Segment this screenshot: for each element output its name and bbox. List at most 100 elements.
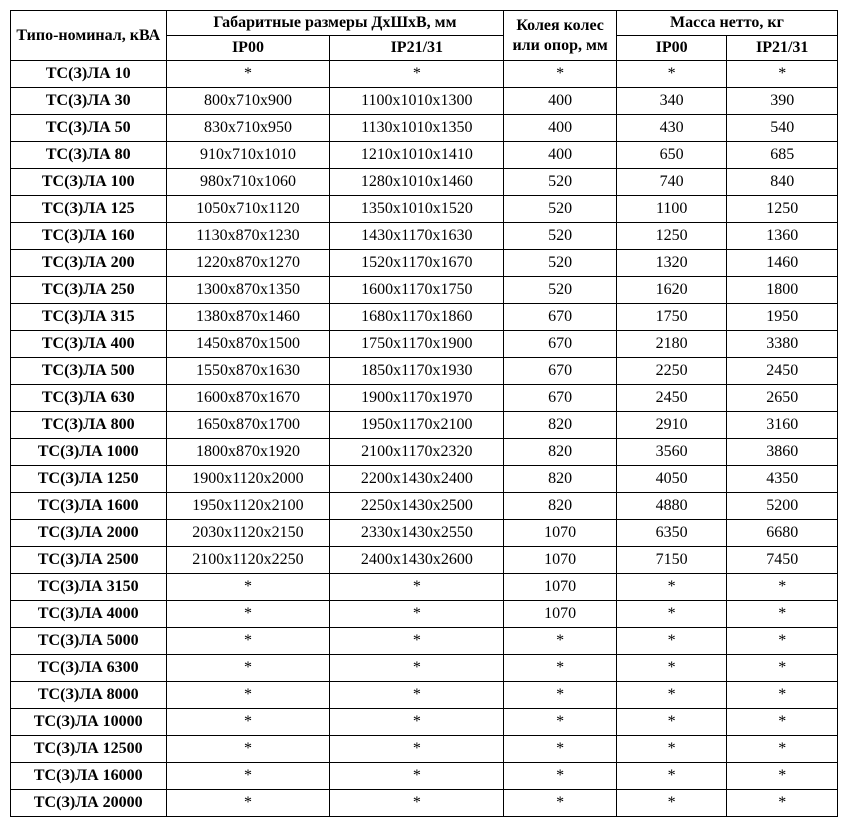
table-row: ТС(З)ЛА 4001450х870х15001750х1170х190067… [11, 331, 838, 358]
cell-mass-ip21: 840 [727, 169, 838, 196]
cell-model: ТС(З)ЛА 800 [11, 412, 167, 439]
cell-track: 1070 [504, 601, 617, 628]
table-row: ТС(З)ЛА 16000***** [11, 763, 838, 790]
cell-dim-ip00: * [166, 601, 330, 628]
cell-dim-ip00: * [166, 736, 330, 763]
cell-mass-ip00: * [616, 709, 727, 736]
table-row: ТС(З)ЛА 3151380х870х14601680х1170х186067… [11, 304, 838, 331]
cell-track: * [504, 763, 617, 790]
table-row: ТС(З)ЛА 5001550х870х16301850х1170х193067… [11, 358, 838, 385]
cell-model: ТС(З)ЛА 30 [11, 88, 167, 115]
cell-dim-ip00: 2100х1120х2250 [166, 547, 330, 574]
cell-dim-ip00: 1650х870х1700 [166, 412, 330, 439]
table-row: ТС(З)ЛА 10***** [11, 61, 838, 88]
cell-mass-ip21: 1950 [727, 304, 838, 331]
cell-mass-ip21: 3860 [727, 439, 838, 466]
cell-dim-ip00: * [166, 628, 330, 655]
header-dims-ip21: IP21/31 [330, 36, 504, 61]
cell-dim-ip21: * [330, 682, 504, 709]
table-row: ТС(З)ЛА 30800х710х9001100х1010х130040034… [11, 88, 838, 115]
cell-mass-ip00: * [616, 655, 727, 682]
table-row: ТС(З)ЛА 20000***** [11, 790, 838, 817]
cell-dim-ip21: 1130х1010х1350 [330, 115, 504, 142]
cell-mass-ip00: 4050 [616, 466, 727, 493]
cell-model: ТС(З)ЛА 630 [11, 385, 167, 412]
cell-dim-ip00: * [166, 574, 330, 601]
cell-dim-ip00: 1380х870х1460 [166, 304, 330, 331]
cell-mass-ip21: 1800 [727, 277, 838, 304]
cell-track: 820 [504, 493, 617, 520]
cell-dim-ip00: 1550х870х1630 [166, 358, 330, 385]
cell-mass-ip00: * [616, 763, 727, 790]
cell-track: 520 [504, 196, 617, 223]
cell-dim-ip21: * [330, 574, 504, 601]
cell-model: ТС(З)ЛА 6300 [11, 655, 167, 682]
cell-mass-ip21: 2650 [727, 385, 838, 412]
cell-track: * [504, 61, 617, 88]
header-dims-group: Габаритные размеры ДхШхВ, мм [166, 11, 504, 36]
table-row: ТС(З)ЛА 1251050х710х11201350х1010х152052… [11, 196, 838, 223]
cell-model: ТС(З)ЛА 1600 [11, 493, 167, 520]
cell-model: ТС(З)ЛА 250 [11, 277, 167, 304]
cell-mass-ip00: * [616, 736, 727, 763]
cell-dim-ip21: 1350х1010х1520 [330, 196, 504, 223]
cell-dim-ip21: 2400х1430х2600 [330, 547, 504, 574]
cell-dim-ip21: 1600х1170х1750 [330, 277, 504, 304]
cell-track: 1070 [504, 574, 617, 601]
cell-dim-ip21: 1520х1170х1670 [330, 250, 504, 277]
cell-track: 520 [504, 250, 617, 277]
cell-track: * [504, 682, 617, 709]
table-row: ТС(З)ЛА 10000***** [11, 709, 838, 736]
table-body: ТС(З)ЛА 10*****ТС(З)ЛА 30800х710х9001100… [11, 61, 838, 817]
cell-model: ТС(З)ЛА 200 [11, 250, 167, 277]
cell-mass-ip00: 3560 [616, 439, 727, 466]
cell-dim-ip21: 2200х1430х2400 [330, 466, 504, 493]
cell-model: ТС(З)ЛА 1250 [11, 466, 167, 493]
table-row: ТС(З)ЛА 25002100х1120х22502400х1430х2600… [11, 547, 838, 574]
cell-mass-ip00: 2250 [616, 358, 727, 385]
cell-dim-ip00: 1800х870х1920 [166, 439, 330, 466]
cell-mass-ip00: 7150 [616, 547, 727, 574]
cell-model: ТС(З)ЛА 50 [11, 115, 167, 142]
cell-mass-ip21: 3160 [727, 412, 838, 439]
cell-mass-ip21: * [727, 682, 838, 709]
cell-model: ТС(З)ЛА 315 [11, 304, 167, 331]
table-row: ТС(З)ЛА 12500***** [11, 736, 838, 763]
header-track: Колея колес или опор, мм [504, 11, 617, 61]
cell-mass-ip21: 1360 [727, 223, 838, 250]
cell-mass-ip00: 430 [616, 115, 727, 142]
cell-model: ТС(З)ЛА 100 [11, 169, 167, 196]
cell-dim-ip00: 1300х870х1350 [166, 277, 330, 304]
table-row: ТС(З)ЛА 2501300х870х13501600х1170х175052… [11, 277, 838, 304]
cell-mass-ip21: 3380 [727, 331, 838, 358]
header-dims-ip00: IP00 [166, 36, 330, 61]
cell-mass-ip00: * [616, 682, 727, 709]
cell-mass-ip00: 1320 [616, 250, 727, 277]
cell-mass-ip21: 2450 [727, 358, 838, 385]
cell-mass-ip21: 685 [727, 142, 838, 169]
specs-table: Типо-номинал, кВА Габаритные размеры ДхШ… [10, 10, 838, 817]
cell-mass-ip00: 1750 [616, 304, 727, 331]
cell-track: * [504, 736, 617, 763]
cell-dim-ip21: * [330, 628, 504, 655]
cell-mass-ip21: * [727, 601, 838, 628]
cell-mass-ip21: 6680 [727, 520, 838, 547]
cell-model: ТС(З)ЛА 2000 [11, 520, 167, 547]
cell-track: 520 [504, 277, 617, 304]
cell-dim-ip00: 1450х870х1500 [166, 331, 330, 358]
cell-dim-ip21: 1100х1010х1300 [330, 88, 504, 115]
cell-track: 400 [504, 142, 617, 169]
cell-mass-ip00: 340 [616, 88, 727, 115]
cell-dim-ip21: * [330, 61, 504, 88]
cell-dim-ip21: 1430х1170х1630 [330, 223, 504, 250]
table-row: ТС(З)ЛА 80910х710х10101210х1010х14104006… [11, 142, 838, 169]
table-row: ТС(З)ЛА 12501900х1120х20002200х1430х2400… [11, 466, 838, 493]
cell-dim-ip00: * [166, 682, 330, 709]
table-row: ТС(З)ЛА 16001950х1120х21002250х1430х2500… [11, 493, 838, 520]
header-model: Типо-номинал, кВА [11, 11, 167, 61]
cell-mass-ip00: * [616, 790, 727, 817]
cell-track: 670 [504, 304, 617, 331]
cell-dim-ip21: * [330, 790, 504, 817]
cell-mass-ip21: 390 [727, 88, 838, 115]
cell-dim-ip00: 1950х1120х2100 [166, 493, 330, 520]
